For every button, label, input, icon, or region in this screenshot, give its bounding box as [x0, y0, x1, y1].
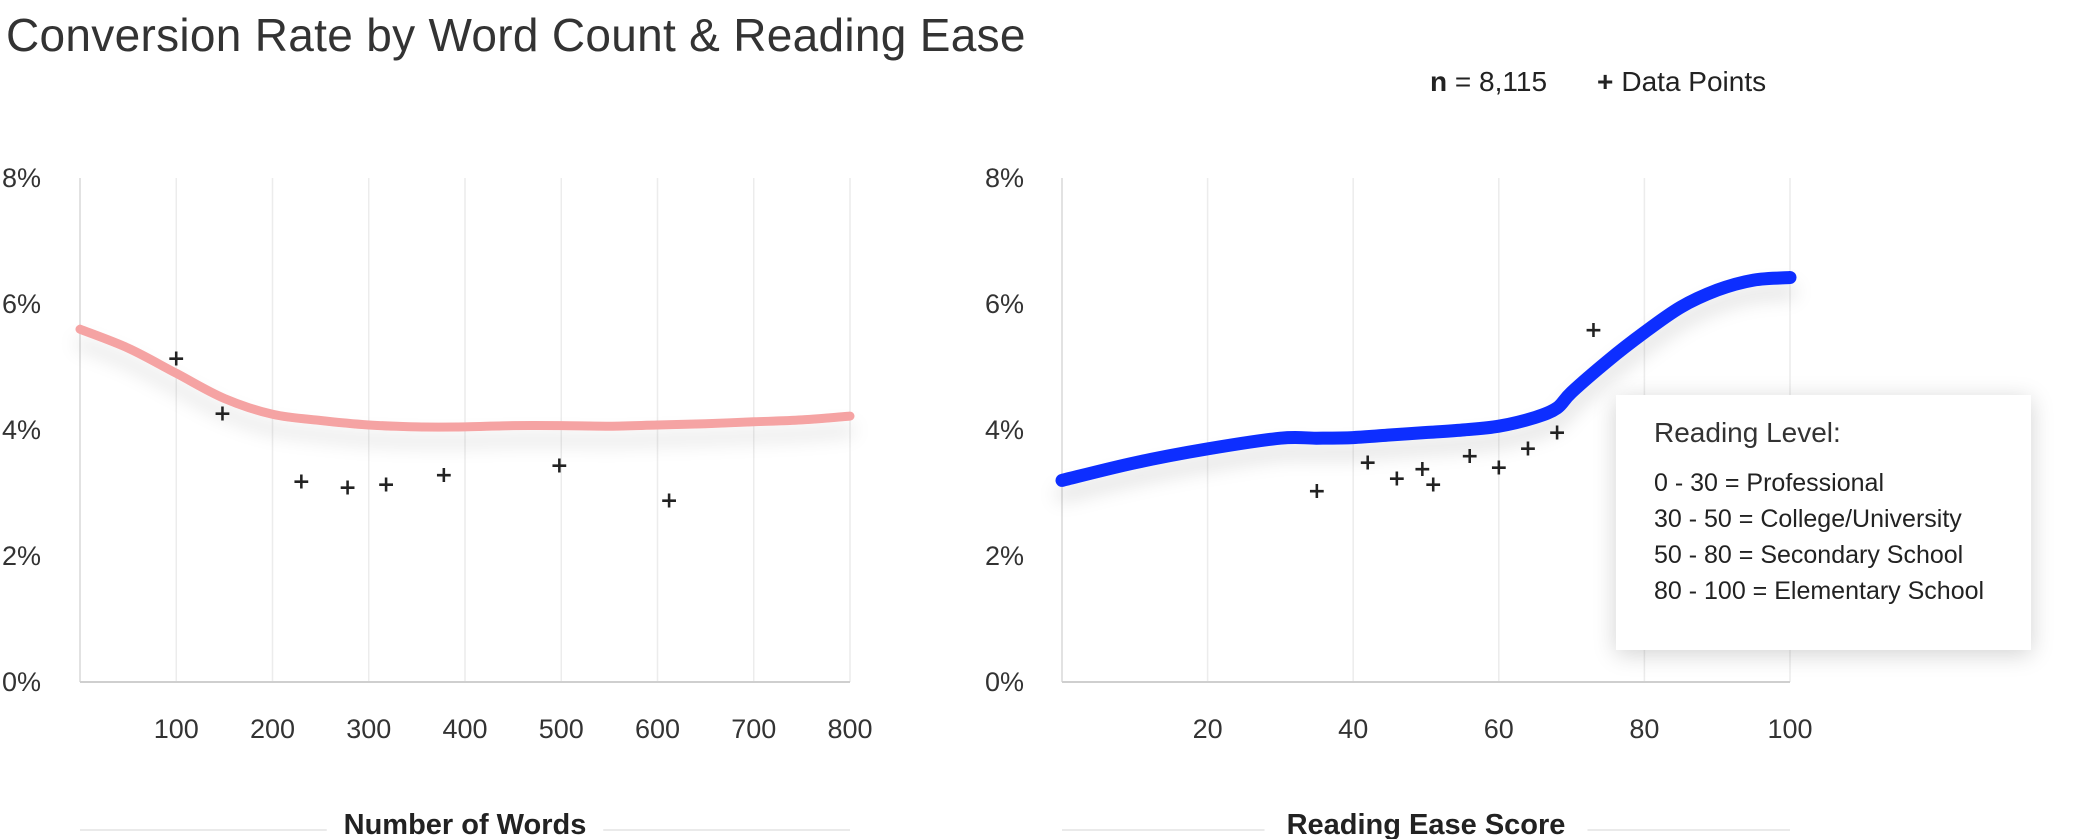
reading-ease-chart: 0% 2% 4% 6% 8% 20 40 60 80 100 Reading Ease Score +… — [985, 163, 1813, 839]
word-count-chart: 0% 2% 4% 6% 8% 100 200 300 400 500 600 700 800 Number… — [2, 163, 873, 839]
data-point: + — [1519, 437, 1537, 462]
x-tick-label: 700 — [731, 714, 776, 744]
reading-level-line: 0 - 30 = Professional — [1654, 469, 1884, 497]
data-point: + — [167, 347, 185, 372]
legend: n = 8,115 + Data Points — [1430, 66, 1766, 98]
x-tick-label: 400 — [442, 714, 487, 744]
reading-level-line: 80 - 100 = Elementary School — [1654, 577, 1985, 605]
x-tick-label: 800 — [827, 714, 872, 744]
data-point: + — [1490, 456, 1508, 481]
n-label: n — [1430, 66, 1448, 97]
data-point: + — [1460, 444, 1478, 469]
x-tick-label: 600 — [635, 714, 680, 744]
x-tick-label: 80 — [1629, 714, 1659, 744]
data-point: + — [1584, 318, 1602, 343]
y-tick-label: 2% — [2, 541, 41, 571]
y-tick-label: 2% — [985, 541, 1024, 571]
y-tick-label: 4% — [2, 415, 41, 445]
x-tick-label: 100 — [1767, 714, 1812, 744]
data-point: + — [377, 473, 395, 498]
y-tick-label: 4% — [985, 415, 1024, 445]
x-tick-label: 60 — [1484, 714, 1514, 744]
x-tick-label: 40 — [1338, 714, 1368, 744]
sample-size: n = 8,115 — [1430, 66, 1547, 98]
plus-marker-icon: + — [1597, 66, 1614, 97]
chart-title: Conversion Rate by Word Count & Reading … — [6, 9, 1026, 61]
legend-data-points-label: Data Points — [1621, 66, 1767, 97]
reading-level-line: 30 - 50 = College/University — [1654, 505, 1962, 533]
x-tick-label: 500 — [539, 714, 584, 744]
reading-level-title: Reading Level: — [1654, 417, 1841, 448]
y-tick-label: 8% — [2, 163, 41, 193]
data-point: + — [1548, 420, 1566, 445]
y-tick-label: 8% — [985, 163, 1024, 193]
trend-line — [1055, 271, 1797, 487]
data-point: + — [660, 488, 678, 513]
data-point: + — [1388, 466, 1406, 491]
n-value: = 8,115 — [1454, 66, 1548, 97]
data-point: + — [1424, 473, 1442, 498]
data-point: + — [292, 469, 310, 494]
reading-level-box: Reading Level: 0 - 30 = Professional 30 … — [1616, 395, 2031, 650]
y-tick-label: 0% — [985, 667, 1024, 697]
x-tick-label: 200 — [250, 714, 295, 744]
y-tick-label: 6% — [985, 289, 1024, 319]
data-point: + — [1359, 451, 1377, 476]
x-axis-title: Number of Words — [344, 809, 587, 839]
data-point: + — [1308, 479, 1326, 504]
x-axis-title: Reading Ease Score — [1287, 809, 1566, 839]
x-tick-label: 100 — [154, 714, 199, 744]
data-point: + — [435, 463, 453, 488]
legend-data-points: + Data Points — [1597, 66, 1766, 98]
y-tick-label: 0% — [2, 667, 41, 697]
x-tick-label: 300 — [346, 714, 391, 744]
data-point: + — [550, 454, 568, 479]
y-tick-label: 6% — [2, 289, 41, 319]
data-point: + — [213, 401, 231, 426]
trend-line — [75, 324, 855, 432]
data-point: + — [1413, 457, 1431, 482]
reading-level-line: 50 - 80 = Secondary School — [1654, 541, 1964, 569]
x-tick-label: 20 — [1193, 714, 1223, 744]
data-point: + — [338, 476, 356, 501]
